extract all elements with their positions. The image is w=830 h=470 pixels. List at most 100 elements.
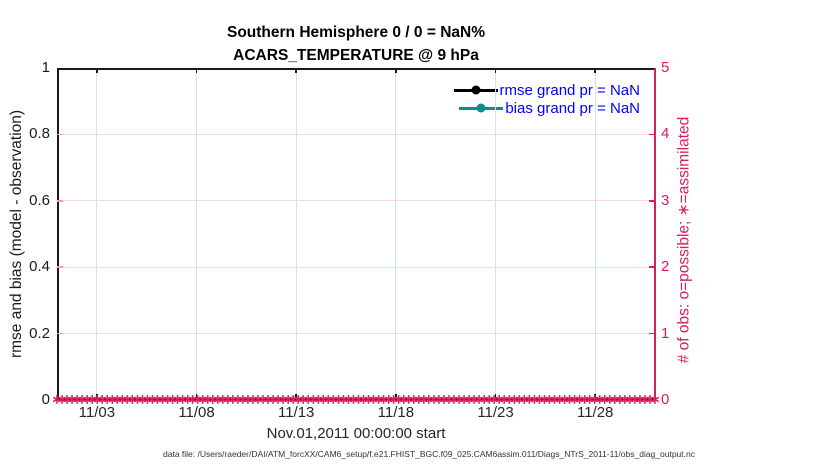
- legend-entry-bias: bias grand pr = NaN: [454, 99, 640, 117]
- assimilated-obs-marker: ∗: [438, 391, 450, 407]
- x-tick-label: 11/03: [78, 404, 116, 421]
- assimilated-obs-marker: ∗: [584, 391, 596, 407]
- assimilated-obs-marker: ∗: [96, 391, 108, 407]
- x-tick-mark-bottom: [594, 394, 596, 400]
- y-tick-label-left: 0.8: [29, 125, 50, 143]
- assimilated-obs-marker: ∗: [544, 391, 555, 407]
- y-tick-mark-left: [57, 266, 63, 268]
- y-tick-label-right: 0: [661, 391, 670, 408]
- x-tick-label: 11/23: [477, 404, 514, 421]
- assimilated-obs-marker: ∗: [564, 391, 576, 407]
- y-tick-label-right: 2: [661, 258, 670, 276]
- assimilated-obs-marker: ∗: [232, 391, 244, 407]
- assimilated-obs-marker: ∗: [157, 391, 168, 407]
- assimilated-obs-marker: ∗: [332, 391, 344, 407]
- assimilated-obs-marker: ∗: [473, 391, 485, 407]
- assimilated-obs-marker: ∗: [51, 391, 63, 407]
- assimilated-obs-marker: ∗: [413, 391, 425, 407]
- assimilated-obs-marker: ∗: [66, 391, 78, 407]
- rmse-line-sample: [453, 85, 498, 95]
- assimilated-obs-marker: ∗: [393, 391, 405, 407]
- x-tick-mark-bottom: [96, 394, 98, 400]
- assimilated-obs-marker: ∗: [317, 391, 329, 407]
- assimilated-obs-marker: ∗: [554, 391, 565, 407]
- assimilated-obs-marker: ∗: [518, 391, 530, 407]
- assimilated-obs-marker: ∗: [463, 391, 475, 407]
- assimilated-obs-marker: ∗: [639, 391, 651, 407]
- legend-label-bias: bias grand pr = NaN: [505, 99, 640, 117]
- data-file-caption: data file: /Users/raeder/DAI/ATM_forcXX/…: [163, 449, 695, 459]
- y-tick-mark-left: [57, 332, 63, 335]
- y-tick-label-left: 0.4: [29, 258, 50, 276]
- x-tick-label: 11/08: [178, 404, 215, 421]
- assimilated-obs-marker: ∗: [599, 391, 611, 407]
- axis-spine-bottom: [57, 398, 655, 400]
- x-tick-label: 11/13: [277, 404, 315, 421]
- assimilated-obs-marker: ∗: [649, 391, 661, 407]
- chart-title: Southern Hemisphere 0 / 0 = NaN% ACARS_T…: [57, 21, 655, 67]
- y-tick-label-right: 1: [661, 324, 670, 342]
- grid-line-vertical: [594, 68, 596, 400]
- x-axis-label: Nov.01,2011 00:00:00 start: [266, 425, 446, 442]
- y-tick-mark-right: [649, 200, 655, 202]
- assimilated-obs-marker: ∗: [327, 391, 339, 407]
- assimilated-obs-marker: ∗: [353, 391, 364, 407]
- y-tick-label-left: 1: [41, 59, 50, 76]
- assimilated-obs-marker: ∗: [121, 391, 133, 407]
- grid-line-vertical: [96, 68, 98, 400]
- assimilated-obs-marker: ∗: [604, 391, 616, 407]
- axis-spine-right: [654, 68, 656, 400]
- x-tick-mark-top: [96, 68, 98, 73]
- y-tick-label-right: 4: [661, 125, 670, 143]
- assimilated-obs-marker: ∗: [614, 391, 626, 407]
- y-tick-mark-left: [57, 200, 63, 202]
- assimilated-obs-marker: ∗: [152, 391, 163, 407]
- assimilated-obs-marker: ∗: [182, 391, 194, 407]
- assimilated-obs-marker: ∗: [579, 391, 591, 407]
- assimilated-obs-marker: ∗: [634, 391, 646, 407]
- assimilated-obs-marker: ∗: [147, 391, 158, 407]
- assimilated-obs-marker: ∗: [594, 391, 606, 407]
- assimilated-obs-marker: ∗: [111, 391, 123, 407]
- assimilated-obs-marker: ∗: [498, 391, 510, 407]
- assimilated-obs-marker: ∗: [619, 391, 631, 407]
- assimilated-obs-marker: ∗: [383, 391, 395, 407]
- y-tick-label-left: 0.2: [29, 324, 50, 342]
- assimilated-obs-marker: ∗: [312, 391, 324, 407]
- assimilated-obs-marker: ∗: [167, 391, 179, 407]
- y-tick-label-right: 3: [661, 191, 670, 209]
- assimilated-obs-marker: ∗: [373, 391, 385, 407]
- y-tick-label-right: 5: [661, 59, 670, 76]
- assimilated-obs-marker: ∗: [217, 391, 229, 407]
- assimilated-obs-marker: ∗: [227, 391, 239, 407]
- assimilated-obs-marker: ∗: [488, 391, 500, 407]
- assimilated-obs-marker: ∗: [136, 391, 148, 407]
- assimilated-obs-marker: ∗: [624, 391, 636, 407]
- assimilated-obs-marker: ∗: [307, 391, 319, 407]
- y-tick-mark-left: [57, 133, 63, 136]
- assimilated-obs-marker: ∗: [644, 391, 656, 407]
- assimilated-obs-marker: ∗: [131, 391, 143, 407]
- x-tick-label: 11/28: [576, 404, 614, 421]
- assimilated-obs-marker: ∗: [493, 391, 505, 407]
- assimilated-obs-marker: ∗: [86, 391, 98, 407]
- assimilated-obs-marker: ∗: [443, 391, 455, 407]
- assimilated-obs-marker: ∗: [187, 391, 199, 407]
- assimilated-obs-marker: ∗: [282, 391, 294, 407]
- x-tick-mark-top: [195, 68, 198, 73]
- assimilated-obs-marker: ∗: [569, 391, 581, 407]
- assimilated-obs-marker: ∗: [378, 391, 390, 407]
- x-tick-mark-bottom: [195, 394, 198, 400]
- assimilated-obs-marker: ∗: [71, 391, 83, 407]
- y-tick-mark-right: [649, 133, 655, 136]
- bias-marker-dot: [476, 103, 486, 113]
- assimilated-obs-marker: ∗: [337, 391, 349, 407]
- chart-title-line2: ACARS_TEMPERATURE @ 9 hPa: [233, 47, 479, 64]
- assimilated-obs-marker: ∗: [302, 391, 314, 407]
- legend-entry-rmse: rmse grand pr = NaN: [453, 81, 640, 99]
- assimilated-obs-marker: ∗: [589, 391, 601, 407]
- x-tick-mark-top: [395, 68, 397, 73]
- assimilated-obs-marker: ∗: [197, 391, 209, 407]
- assimilated-obs-marker: ∗: [56, 391, 68, 407]
